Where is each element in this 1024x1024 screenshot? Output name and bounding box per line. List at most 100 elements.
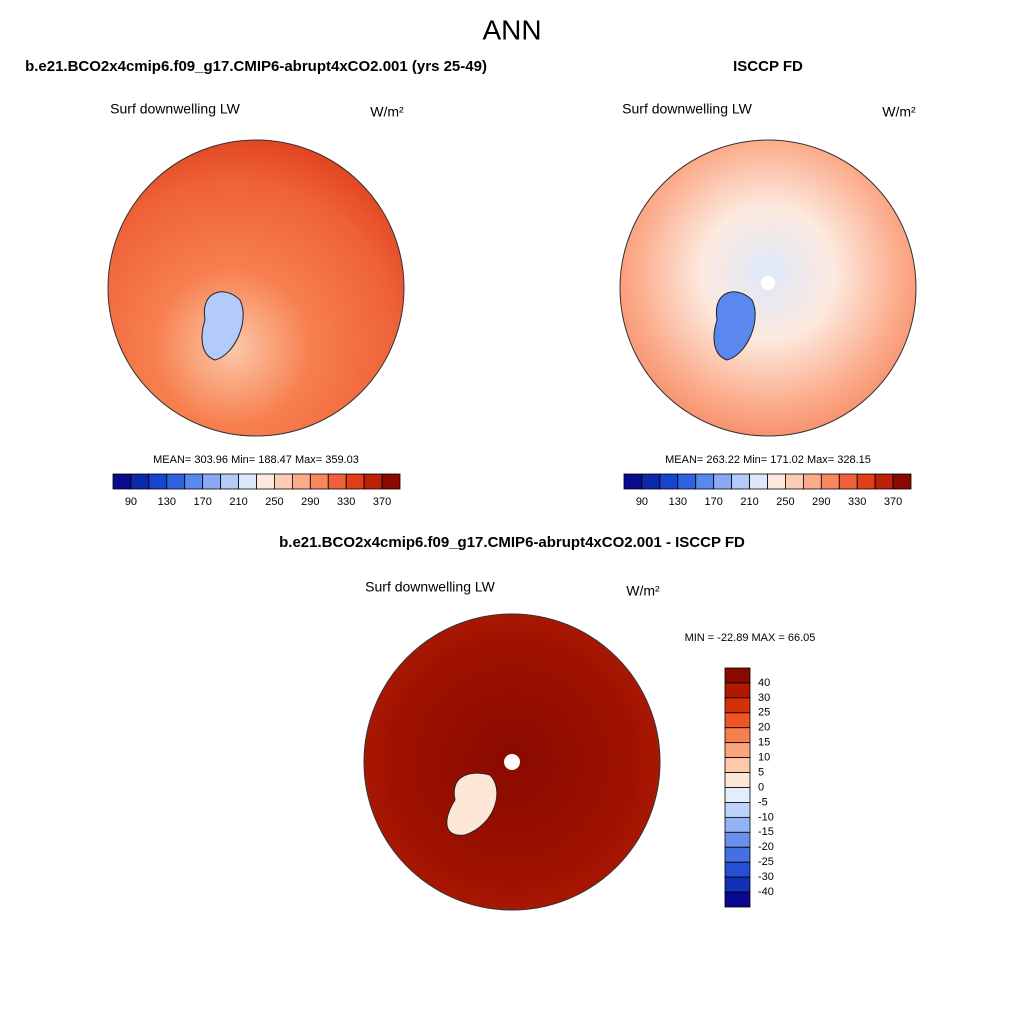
colorbar-box — [363, 473, 383, 490]
colorbar-box — [184, 473, 204, 490]
stats: MIN = -22.89 MAX = 66.05 — [685, 632, 816, 644]
colorbar-label: 370 — [884, 496, 902, 508]
colorbar-box — [724, 667, 751, 684]
colorbar-box — [677, 473, 697, 490]
colorbar-label: 170 — [194, 496, 212, 508]
colorbar-box — [256, 473, 275, 490]
greenland — [446, 772, 498, 836]
colorbar-label: 370 — [373, 496, 391, 508]
variable-label: Surf downwelling LW — [622, 101, 752, 117]
units-label: W/m² — [370, 104, 404, 120]
colorbar-label: 90 — [636, 496, 648, 508]
colorbar-box — [724, 697, 751, 714]
panel-title: b.e21.BCO2x4cmip6.f09_g17.CMIP6-abrupt4x… — [279, 534, 745, 551]
colorbar-box — [724, 787, 751, 803]
colorbar-box — [291, 473, 311, 490]
colorbar-box — [724, 757, 751, 773]
greenland — [713, 291, 756, 361]
colorbar-box — [724, 876, 751, 893]
colorbar-label: 30 — [758, 692, 770, 704]
colorbar-box — [838, 473, 858, 490]
figure-title: ANN — [482, 14, 541, 45]
colorbar-box — [820, 473, 840, 490]
units-label: W/m² — [882, 104, 916, 120]
units-label: W/m² — [626, 583, 660, 599]
colorbar-label: 250 — [776, 496, 794, 508]
colorbar-label: -25 — [758, 856, 774, 868]
colorbar-box — [238, 473, 257, 490]
colorbar-box — [802, 473, 822, 490]
variable-label: Surf downwelling LW — [365, 579, 495, 595]
colorbar-label: -30 — [758, 871, 774, 883]
panel-title: ISCCP FD — [733, 58, 803, 75]
pole-hole — [504, 754, 520, 770]
colorbar-box — [695, 473, 715, 490]
colorbar-box — [724, 727, 751, 744]
colorbar-label: 0 — [758, 781, 764, 793]
colorbar-label: 15 — [758, 737, 770, 749]
colorbar-label: 330 — [848, 496, 866, 508]
colorbar-label: 210 — [229, 496, 247, 508]
colorbar-box — [659, 473, 679, 490]
colorbar-box — [724, 772, 751, 788]
colorbar-box — [309, 473, 329, 490]
colorbar-box — [856, 473, 876, 490]
colorbar-label: 210 — [740, 496, 758, 508]
colorbar-label: -15 — [758, 826, 774, 838]
colorbar-box — [724, 816, 751, 833]
colorbar-box — [202, 473, 222, 490]
colorbar-box — [892, 473, 912, 490]
colorbar-label: -10 — [758, 811, 774, 823]
polar-map — [107, 139, 405, 437]
colorbar-label: -5 — [758, 796, 768, 808]
pole-hole — [761, 276, 775, 290]
colorbar-label: 10 — [758, 752, 770, 764]
colorbar-label: 20 — [758, 722, 770, 734]
colorbar-box — [785, 473, 804, 490]
colorbar-box — [713, 473, 733, 490]
colorbar-label: 330 — [337, 496, 355, 508]
colorbar-label: -20 — [758, 841, 774, 853]
colorbar-box — [274, 473, 293, 490]
colorbar-box — [749, 473, 768, 490]
colorbar-box — [767, 473, 786, 490]
colorbar-box — [724, 742, 751, 759]
colorbar-box — [874, 473, 894, 490]
colorbar-box — [731, 473, 750, 490]
colorbar-label: 5 — [758, 766, 764, 778]
variable-label: Surf downwelling LW — [110, 101, 240, 117]
colorbar-box — [623, 473, 643, 490]
colorbar-box — [724, 712, 751, 729]
colorbar-box — [381, 473, 401, 490]
colorbar-label: 290 — [301, 496, 319, 508]
colorbar-box — [641, 473, 661, 490]
panel-title: b.e21.BCO2x4cmip6.f09_g17.CMIP6-abrupt4x… — [25, 58, 487, 75]
colorbar-label: 130 — [669, 496, 687, 508]
colorbar-box — [724, 802, 751, 818]
colorbar-box — [112, 473, 132, 490]
colorbar-label: 40 — [758, 677, 770, 689]
stats: MEAN= 263.22 Min= 171.02 Max= 328.15 — [665, 454, 871, 466]
colorbar-label: 90 — [125, 496, 137, 508]
colorbar-box — [724, 846, 751, 863]
colorbar-box — [327, 473, 347, 490]
colorbar-box — [724, 682, 751, 699]
colorbar-box — [724, 891, 751, 908]
colorbar-label: 25 — [758, 707, 770, 719]
colorbar-label: 130 — [158, 496, 176, 508]
colorbar-box — [130, 473, 150, 490]
colorbar-box — [166, 473, 186, 490]
colorbar-label: 290 — [812, 496, 830, 508]
colorbar-box — [724, 861, 751, 878]
colorbar-box — [220, 473, 239, 490]
greenland — [201, 291, 244, 361]
stats: MEAN= 303.96 Min= 188.47 Max= 359.03 — [153, 454, 359, 466]
colorbar-box — [724, 831, 751, 848]
colorbar-label: 250 — [265, 496, 283, 508]
colorbar-box — [148, 473, 168, 490]
colorbars: 90 130 170 210 250 290 330 370 90 130 170 210 250 290… — [112, 473, 912, 908]
colorbar-label: -40 — [758, 886, 774, 898]
colorbar-box — [345, 473, 365, 490]
colorbar-label: 170 — [705, 496, 723, 508]
